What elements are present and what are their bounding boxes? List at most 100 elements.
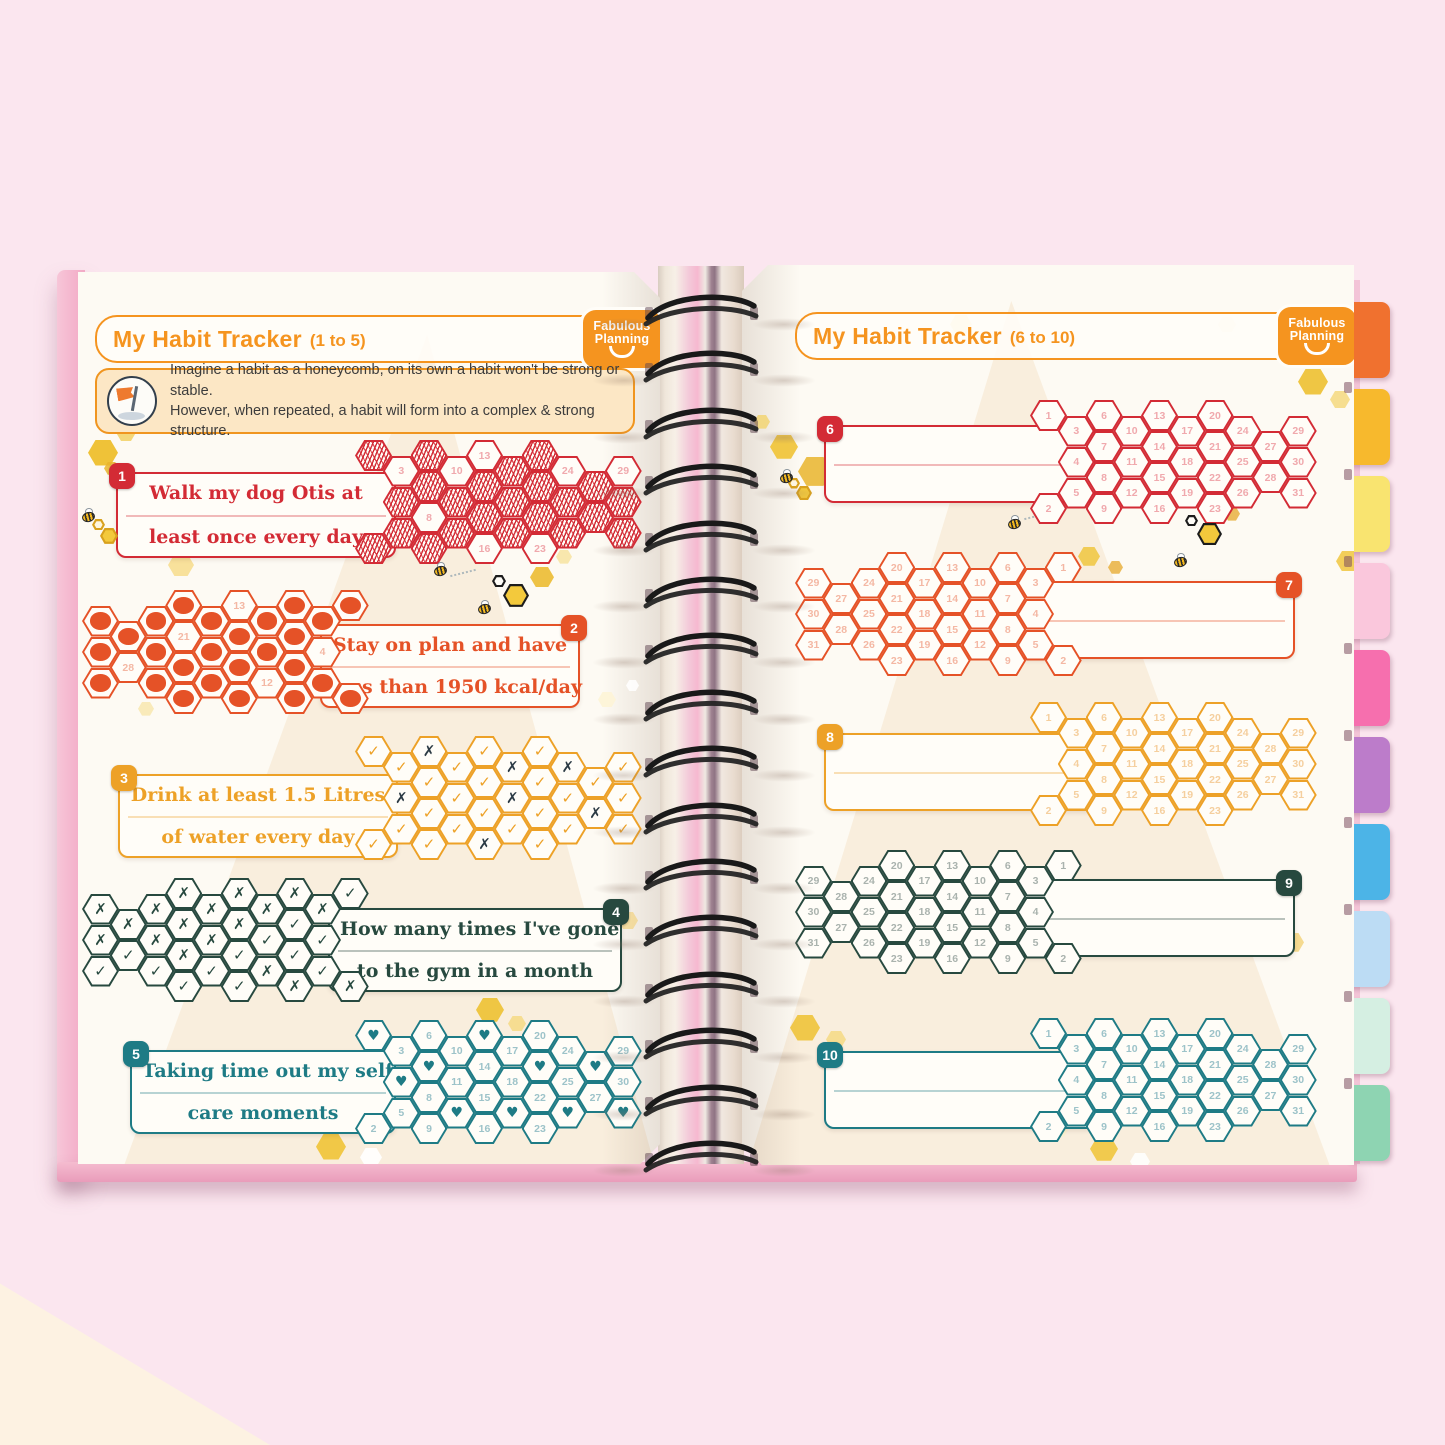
day-cell-fill: 29	[607, 1038, 640, 1065]
day-number: 26	[1236, 1105, 1249, 1117]
day-cell-filled-scribble	[522, 440, 559, 471]
day-cell-fill: 4	[306, 639, 339, 666]
day-cell-8: 8	[989, 912, 1026, 943]
day-number: 25	[1236, 456, 1249, 468]
info-box: Imagine a habit as a honeycomb, on its o…	[95, 368, 635, 434]
x-mark-icon: ✗	[205, 930, 218, 949]
day-cell-fill: 28	[825, 883, 858, 910]
day-cell-17: ✗	[494, 752, 531, 783]
check-mark-icon: ✓	[422, 835, 436, 853]
day-cell-29	[82, 606, 119, 637]
day-number: 29	[1292, 727, 1305, 739]
heart-icon: ♥	[589, 1058, 602, 1075]
honeycomb-decoration	[168, 554, 194, 576]
day-number: 16	[946, 654, 959, 667]
day-cell-18: ✗	[494, 783, 531, 814]
day-number: 6	[1101, 1027, 1107, 1040]
day-cell-fill: 7	[1088, 433, 1121, 460]
day-cell-22: 22	[878, 614, 915, 645]
day-cell-fill: ✗	[306, 896, 339, 923]
day-cell-3	[304, 606, 341, 637]
day-number: 4	[1073, 456, 1080, 468]
day-number: 15	[1153, 471, 1166, 484]
day-cell-fill: 4	[1060, 751, 1093, 778]
day-cell-13: 13	[221, 590, 258, 621]
heart-icon: ♥	[505, 1105, 519, 1121]
day-number: 6	[1004, 859, 1011, 872]
ring-shadow	[752, 994, 816, 1008]
day-cell-9: 9	[989, 645, 1026, 676]
day-cell-22	[165, 652, 202, 683]
day-filled-dot	[284, 659, 305, 676]
day-number: 2	[1045, 1120, 1052, 1133]
day-number: 3	[398, 465, 405, 477]
left-page: My Habit Tracker (1 to 5) Fabulous Plann…	[78, 272, 660, 1164]
day-cell-filled-scribble	[549, 518, 586, 549]
day-number: 13	[1153, 711, 1166, 724]
day-number: 7	[1004, 890, 1011, 903]
day-cell-fill: 14	[1143, 735, 1176, 762]
day-cell-fill: ♥	[496, 1100, 529, 1127]
outlined-hexagon-fill	[102, 530, 115, 541]
day-cell-27: 27	[823, 583, 860, 614]
day-cell-fill: ✓	[357, 831, 390, 858]
day-cell-fill: 25	[1226, 1067, 1259, 1094]
day-cell-24: ✗	[549, 752, 586, 783]
day-cell-filled-scribble	[494, 487, 531, 518]
day-cell-fill: ✓	[385, 816, 418, 843]
day-filled-dot	[201, 612, 222, 629]
day-cell-fill: ✓	[413, 831, 446, 858]
day-cell-filled-scribble	[605, 487, 642, 518]
day-number: 19	[918, 639, 931, 651]
day-cell-fill: 16	[1143, 495, 1176, 522]
day-number: 5	[1032, 639, 1039, 651]
day-cell-fill	[357, 535, 390, 562]
day-number: 9	[1004, 654, 1011, 667]
day-number: 5	[1073, 1105, 1080, 1117]
day-filled-dot	[146, 612, 167, 629]
day-cell-16: ✗	[466, 829, 503, 860]
day-cell-fill	[440, 520, 473, 547]
day-cell-fill: ✓	[223, 942, 256, 969]
day-cell-fill: ✗	[223, 911, 256, 938]
day-cell-28: ✓	[577, 767, 614, 798]
day-number: 14	[946, 592, 959, 605]
day-cell-fill: ♥	[357, 1022, 390, 1049]
day-cell-15	[221, 652, 258, 683]
day-number: 28	[122, 661, 135, 674]
day-cell-26	[138, 668, 175, 699]
check-mark-icon: ✓	[505, 819, 519, 838]
ring-shadow	[592, 543, 656, 557]
day-cell-fill	[496, 489, 529, 516]
writing-line	[834, 772, 1086, 774]
day-cell-10: 10	[962, 866, 999, 897]
day-cell-fill: 29	[1282, 720, 1315, 747]
day-cell-11: 11	[962, 897, 999, 928]
day-cell-fill: 17	[1171, 418, 1204, 445]
day-cell-fill: 10	[440, 1038, 473, 1065]
day-cell-filled-scribble	[549, 487, 586, 518]
heart-icon: ♥	[422, 1058, 436, 1075]
day-cell-fill: 8	[991, 616, 1024, 643]
day-cell-fill: ✗	[195, 927, 228, 954]
day-cell-27: 27	[823, 912, 860, 943]
check-mark-icon: ✓	[533, 742, 547, 760]
day-cell-24: 24	[1224, 416, 1261, 447]
day-number: 1	[1045, 1027, 1052, 1040]
day-cell-fill	[84, 608, 117, 635]
day-cell-filled-scribble	[494, 518, 531, 549]
honeycomb-decoration	[138, 702, 154, 716]
tab-base-mark	[1344, 817, 1352, 828]
day-cell-fill: 10	[1115, 720, 1148, 747]
day-filled-dot	[229, 690, 250, 707]
day-cell-30	[82, 637, 119, 668]
day-cell-fill: 19	[1171, 1098, 1204, 1125]
habit-6-label-box: 6	[824, 425, 1096, 503]
outlined-hexagon	[796, 486, 812, 500]
day-cell-fill: 30	[607, 1069, 640, 1096]
day-cell-25: 25	[851, 897, 888, 928]
day-cell-2: 2	[1030, 795, 1067, 826]
day-cell-fill: 16	[936, 945, 969, 972]
day-filled-dot	[229, 628, 250, 645]
outlined-hexagon-fill	[790, 480, 797, 486]
